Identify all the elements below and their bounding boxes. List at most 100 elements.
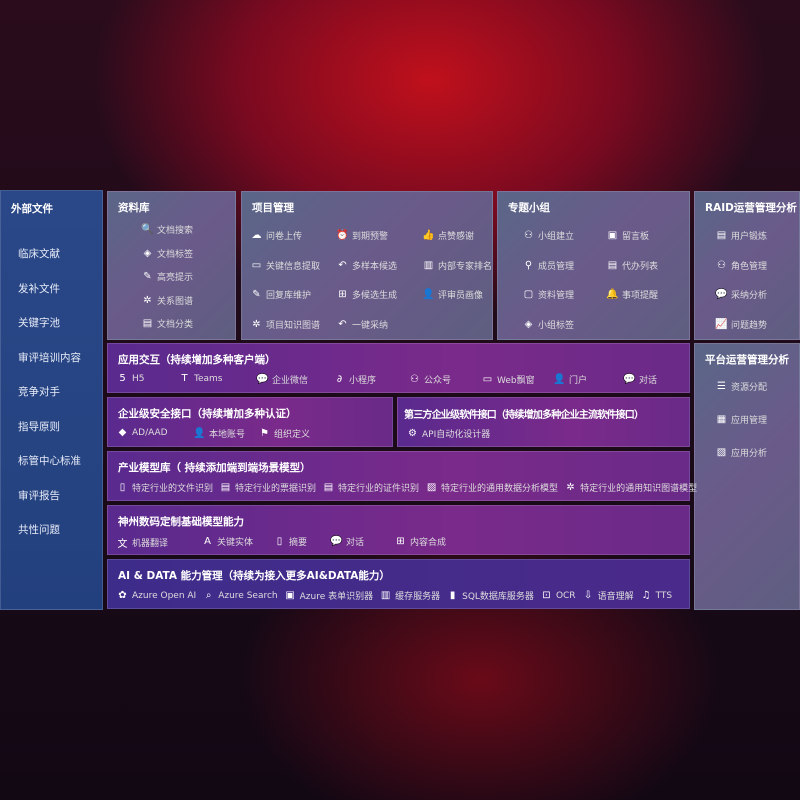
sidebar-item[interactable]: 标管中心标准 xyxy=(18,455,81,467)
feature-item[interactable]: ◈ 文档标签 xyxy=(141,247,193,260)
feature-label: 摘要 xyxy=(289,538,308,548)
sql-icon: ▮ xyxy=(449,590,456,601)
sidebar-item[interactable]: 审评培训内容 xyxy=(18,351,81,364)
feature-item[interactable]: ▭ Web飘窗 xyxy=(481,373,535,386)
feature-item[interactable]: ☁ 问卷上传 xyxy=(250,229,303,242)
feature-item[interactable]: 💬 企业微信 xyxy=(256,373,308,386)
feature-item[interactable]: 5 H5 xyxy=(116,373,144,384)
graph-icon: ✲ xyxy=(252,318,261,330)
feature-item[interactable]: ▯ 特定行业的文件识别 xyxy=(116,481,213,494)
feature-label: 一键采纳 xyxy=(352,320,389,331)
sidebar-item[interactable]: 共性问题 xyxy=(18,524,60,536)
feature-item[interactable]: A 关键实体 xyxy=(201,535,253,548)
feature-item[interactable]: ▤ 代办列表 xyxy=(606,259,658,272)
feature-label: AD/AAD xyxy=(132,427,168,438)
feature-item[interactable]: ∂ 小程序 xyxy=(333,373,376,386)
feature-item[interactable]: ▤ 文档分类 xyxy=(141,317,193,330)
feature-item[interactable]: 🔔 事项提醒 xyxy=(606,288,658,301)
feature-item[interactable]: ▥ 缓存服务器 xyxy=(379,589,440,602)
sidebar-item[interactable]: 发补文件 xyxy=(18,282,60,295)
search-icon: ⌕ xyxy=(205,590,212,601)
sidebar-item[interactable]: 临床文献 xyxy=(18,248,60,260)
feature-item[interactable]: ▯ 摘要 xyxy=(273,535,307,548)
feature-item[interactable]: ▨ 特定行业的通用数据分析模型 xyxy=(425,481,558,494)
sidebar-item[interactable]: 指导原则 xyxy=(18,420,60,433)
feature-item[interactable]: ⚇ 公众号 xyxy=(408,373,451,386)
feature-label: 用户锻炼 xyxy=(731,232,768,242)
feature-item[interactable]: ⚇ 角色管理 xyxy=(715,259,767,272)
feature-item[interactable]: ▥ 内部专家排名 xyxy=(422,259,492,272)
feature-item[interactable]: 💬 采纳分析 xyxy=(715,288,767,301)
feature-item[interactable]: 👤 本地账号 xyxy=(193,427,245,440)
feature-item[interactable]: 👍 点赞感谢 xyxy=(422,229,474,242)
feature-item[interactable]: ▣ 留言板 xyxy=(606,229,649,242)
feature-label: 点赞感谢 xyxy=(438,232,475,242)
feature-item[interactable]: ⌕ Azure Search xyxy=(202,589,278,602)
feature-item[interactable]: ⊞ 内容合成 xyxy=(394,535,446,548)
html5-icon: 5 xyxy=(119,373,126,384)
feature-item[interactable]: ⇩ 语音理解 xyxy=(582,589,634,602)
thumbs-up-icon: 👍 xyxy=(422,230,435,241)
feature-label: 小程序 xyxy=(349,376,377,386)
feature-label: SQL数据库服务器 xyxy=(462,592,534,602)
feature-item[interactable]: ✲ 项目知识图谱 xyxy=(250,318,320,331)
panel-title: 第三方企业级软件接口（持续增加多种企业主流软件接口） xyxy=(404,410,644,421)
alarm-icon: ⏰ xyxy=(336,230,349,241)
puzzle-icon: ⊞ xyxy=(338,289,347,300)
feature-item[interactable]: ✿ Azure Open AI xyxy=(116,589,196,602)
feature-item[interactable]: ▭ 关键信息提取 xyxy=(250,259,320,272)
feature-item[interactable]: ⊞ 多候选生成 xyxy=(336,288,397,301)
tag-icon: ◈ xyxy=(143,247,152,259)
feature-item[interactable]: 文机器翻译 xyxy=(116,535,169,550)
feature-label: 采纳分析 xyxy=(731,291,768,301)
feature-item[interactable]: ⚇ 小组建立 xyxy=(522,229,574,242)
sidebar-item[interactable]: 关键字池 xyxy=(18,317,60,329)
feature-label: 语音理解 xyxy=(597,592,634,602)
feature-item[interactable]: ▤ 特定行业的证件识别 xyxy=(322,481,419,494)
feature-item[interactable]: ✎ 回复库维护 xyxy=(250,288,311,301)
feature-item[interactable]: ↶ 多样本候选 xyxy=(336,259,397,272)
industry-items-row: ▯ 特定行业的文件识别 ▤ 特定行业的票据识别 ▤ 特定行业的证件识别 ▨ 特定行业的通用数据… xyxy=(116,481,697,494)
feature-label: API自动化设计器 xyxy=(422,430,491,440)
feature-item[interactable]: ✲ 关系图谱 xyxy=(141,294,193,307)
feature-item[interactable]: ▤ 用户锻炼 xyxy=(715,229,767,242)
feature-item[interactable]: ◈ 小组标签 xyxy=(522,318,574,331)
feature-item[interactable]: T Teams xyxy=(178,373,222,384)
analytics-icon: ▧ xyxy=(716,447,727,458)
feature-item[interactable]: ⚑ 组织定义 xyxy=(258,427,310,440)
feature-item[interactable]: ▤ 特定行业的票据识别 xyxy=(219,481,316,494)
feature-label: 特定行业的通用知识图谱模型 xyxy=(580,484,698,494)
feature-item[interactable]: ▧ 应用分析 xyxy=(715,446,767,459)
feature-item[interactable]: 🔍 文档搜索 xyxy=(141,223,193,236)
feature-label: 文档标签 xyxy=(157,249,194,260)
feature-label: 项目知识图谱 xyxy=(266,320,321,331)
feature-item[interactable]: ▦ 应用管理 xyxy=(715,413,767,426)
feature-label: 企业微信 xyxy=(272,376,309,386)
feature-item[interactable]: 💬 对话 xyxy=(330,535,364,548)
feature-label: 关系图谱 xyxy=(157,296,194,307)
feature-item[interactable]: ▣ Azure 表单识别器 xyxy=(284,589,373,602)
feature-item[interactable]: 📈 问题趋势 xyxy=(715,318,767,331)
feature-item[interactable]: 💬 对话 xyxy=(623,373,657,386)
feature-item[interactable]: ⊡ OCR xyxy=(540,589,575,602)
feature-item[interactable]: ▢ 资料管理 xyxy=(522,288,574,301)
feature-item[interactable]: ⏰ 到期预警 xyxy=(336,229,388,242)
feature-item[interactable]: 👤 评审员画像 xyxy=(422,288,483,301)
feature-label: 事项提醒 xyxy=(622,291,659,301)
feature-item[interactable]: ✲ 特定行业的通用知识图谱模型 xyxy=(564,481,697,494)
feature-item[interactable]: ◆ AD/AAD xyxy=(116,427,168,438)
feature-item[interactable]: ⚙ API自动化设计器 xyxy=(406,427,490,440)
feature-item[interactable]: ⚲ 成员管理 xyxy=(522,259,574,272)
sidebar-item[interactable]: 审评报告 xyxy=(18,489,60,502)
feature-item[interactable]: ▮ SQL数据库服务器 xyxy=(446,589,534,602)
id-card-icon: ▤ xyxy=(716,230,727,241)
feature-item[interactable]: 👤 门户 xyxy=(553,373,587,386)
qa-icon: 💬 xyxy=(715,289,728,300)
sidebar-item[interactable]: 竞争对手 xyxy=(18,386,60,398)
feature-item[interactable]: ♫ TTS xyxy=(640,589,673,602)
feature-item[interactable]: ✎ 高亮提示 xyxy=(141,270,193,283)
graph-icon: ✲ xyxy=(143,294,152,306)
feature-item[interactable]: ↶ 一键采纳 xyxy=(336,318,388,331)
doc-icon: ▯ xyxy=(276,536,283,547)
feature-item[interactable]: ☰ 资源分配 xyxy=(715,380,767,393)
